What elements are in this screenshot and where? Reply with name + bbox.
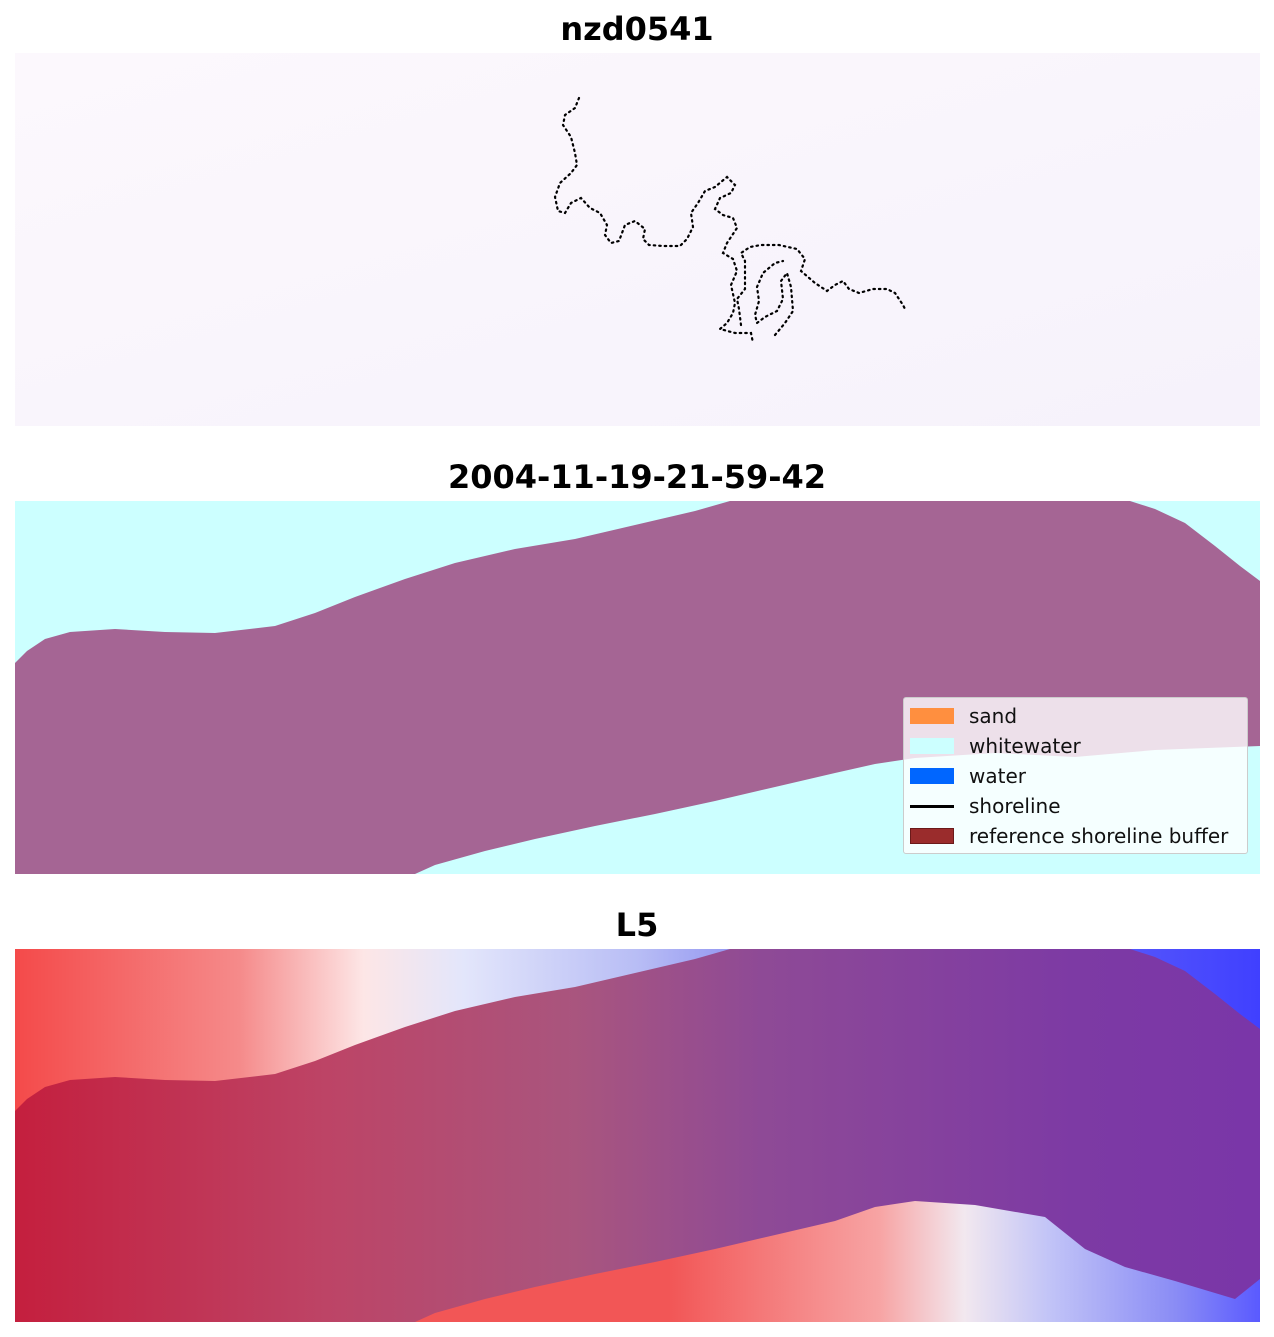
water-swatch xyxy=(910,768,954,784)
panel-title-2: 2004-11-19-21-59-42 xyxy=(447,458,827,496)
index-panel xyxy=(15,949,1260,1322)
image-background xyxy=(15,53,1260,426)
legend-item-shoreline: shoreline xyxy=(910,794,1061,818)
legend-item-sand: sand xyxy=(910,704,1017,728)
legend-item-whitewater: whitewater xyxy=(910,734,1081,758)
legend-item-reference-buffer: reference shoreline buffer xyxy=(910,824,1228,848)
reference-buffer-swatch xyxy=(910,828,954,844)
legend: sand whitewater water shoreline referenc… xyxy=(903,697,1248,854)
classification-panel xyxy=(15,501,1260,874)
panel-title-3: L5 xyxy=(615,906,659,944)
legend-item-water: water xyxy=(910,764,1026,788)
sand-swatch xyxy=(910,708,954,724)
land-region xyxy=(15,501,1260,874)
shoreline-line-swatch xyxy=(910,804,954,808)
index-bottom-region xyxy=(415,1201,1260,1322)
panel-title-1: nzd0541 xyxy=(560,10,714,48)
whitewater-swatch xyxy=(910,738,954,754)
image-panel-1 xyxy=(15,53,1260,426)
